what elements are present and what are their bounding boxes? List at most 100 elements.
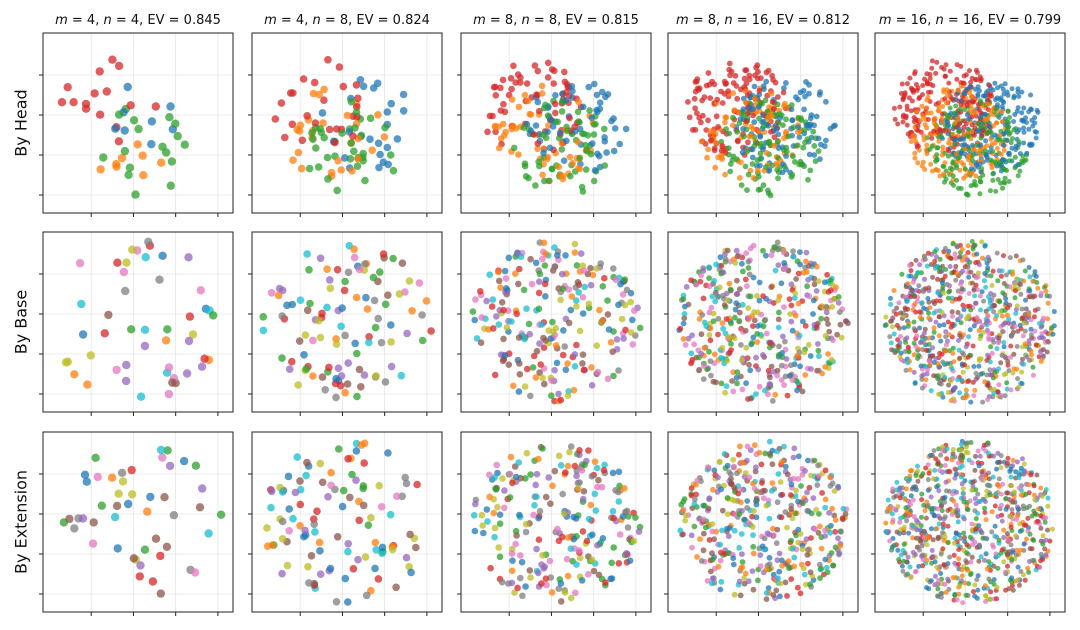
scatter-point (1009, 136, 1015, 142)
scatter-point (994, 146, 1000, 151)
scatter-point (952, 592, 958, 598)
scatter-point (559, 533, 566, 541)
scatter-point (155, 275, 164, 284)
scatter-point (775, 324, 782, 331)
scatter-point (277, 99, 286, 107)
scatter-point (813, 506, 820, 513)
scatter-point (107, 473, 117, 482)
scatter-point (797, 158, 804, 165)
scatter-point (622, 125, 630, 133)
scatter-point (775, 316, 782, 323)
scatter-point (803, 536, 810, 543)
scatter-point (822, 364, 828, 370)
scatter-point (915, 128, 921, 134)
scatter-point (959, 286, 965, 292)
scatter-point (914, 288, 920, 293)
scatter-point (128, 490, 137, 499)
scatter-point (278, 354, 286, 362)
scatter-point (163, 325, 172, 334)
scatter-point (768, 363, 775, 370)
scatter-point (909, 468, 915, 473)
scatter-point (691, 341, 697, 348)
scatter-point (934, 298, 940, 304)
scatter-point (486, 271, 494, 279)
scatter-point (768, 90, 775, 97)
scatter-point (795, 498, 801, 505)
scatter-point (590, 131, 598, 138)
scatter-point (960, 302, 966, 308)
scatter-point (393, 492, 401, 501)
scatter-point (775, 575, 781, 582)
scatter-point (730, 90, 736, 96)
scatter-point (571, 240, 579, 248)
scatter-point (360, 439, 369, 448)
scatter-point (285, 365, 294, 374)
scatter-point (334, 364, 343, 373)
scatter-point (902, 348, 908, 354)
scatter-point (795, 539, 802, 546)
scatter-point (888, 340, 894, 346)
scatter-point (733, 374, 740, 381)
scatter-point (573, 561, 580, 568)
scatter-point (82, 477, 92, 486)
scatter-point (502, 275, 510, 282)
scatter-point (904, 122, 910, 128)
scatter-point (1005, 362, 1011, 368)
scatter-point (579, 294, 587, 301)
scatter-point (157, 158, 166, 167)
scatter-point (1033, 135, 1039, 141)
scatter-point (701, 94, 708, 101)
scatter-point (566, 153, 574, 161)
scatter-point (948, 378, 954, 384)
scatter-point (289, 89, 297, 97)
scatter-point (794, 142, 801, 149)
scatter-point (316, 333, 325, 342)
scatter-point (278, 517, 287, 526)
scatter-point (1005, 108, 1011, 114)
scatter-point (298, 136, 307, 145)
scatter-point (944, 87, 950, 93)
scatter-point (1003, 496, 1009, 502)
scatter-panel (871, 231, 1066, 416)
scatter-point (542, 250, 550, 258)
scatter-point (719, 320, 726, 326)
scatter-point (995, 460, 1000, 465)
scatter-point (760, 495, 767, 502)
scatter-point (774, 101, 781, 108)
scatter-point (960, 80, 966, 86)
scatter-point (973, 282, 979, 288)
scatter-point (332, 340, 341, 349)
scatter-point (512, 79, 519, 86)
scatter-point (948, 165, 953, 171)
scatter-point (585, 83, 592, 91)
scatter-point (610, 544, 617, 551)
scatter-point (757, 100, 764, 107)
scatter-point (972, 387, 978, 393)
scatter-point (738, 531, 745, 537)
scatter-point (1019, 381, 1025, 387)
scatter-point (326, 276, 334, 284)
scatter-point (963, 344, 969, 350)
scatter-point (141, 253, 150, 262)
scatter-point (138, 151, 147, 160)
scatter-point (602, 579, 609, 586)
scatter-point (952, 141, 958, 147)
scatter-point (567, 545, 575, 552)
scatter-point (949, 309, 955, 315)
scatter-point (808, 472, 814, 479)
scatter-point (694, 110, 700, 117)
scatter-point (939, 119, 945, 125)
scatter-point (680, 296, 687, 302)
scatter-point (402, 479, 411, 488)
scatter-point (1030, 364, 1036, 370)
scatter-point (953, 575, 959, 581)
scatter-point (700, 295, 707, 302)
scatter-point (943, 342, 949, 348)
scatter-point (769, 72, 775, 79)
scatter-point (165, 461, 175, 471)
scatter-point (344, 268, 353, 277)
scatter-point (478, 314, 486, 321)
scatter-point (770, 532, 777, 539)
scatter-point (1010, 271, 1015, 277)
scatter-point (767, 128, 774, 135)
